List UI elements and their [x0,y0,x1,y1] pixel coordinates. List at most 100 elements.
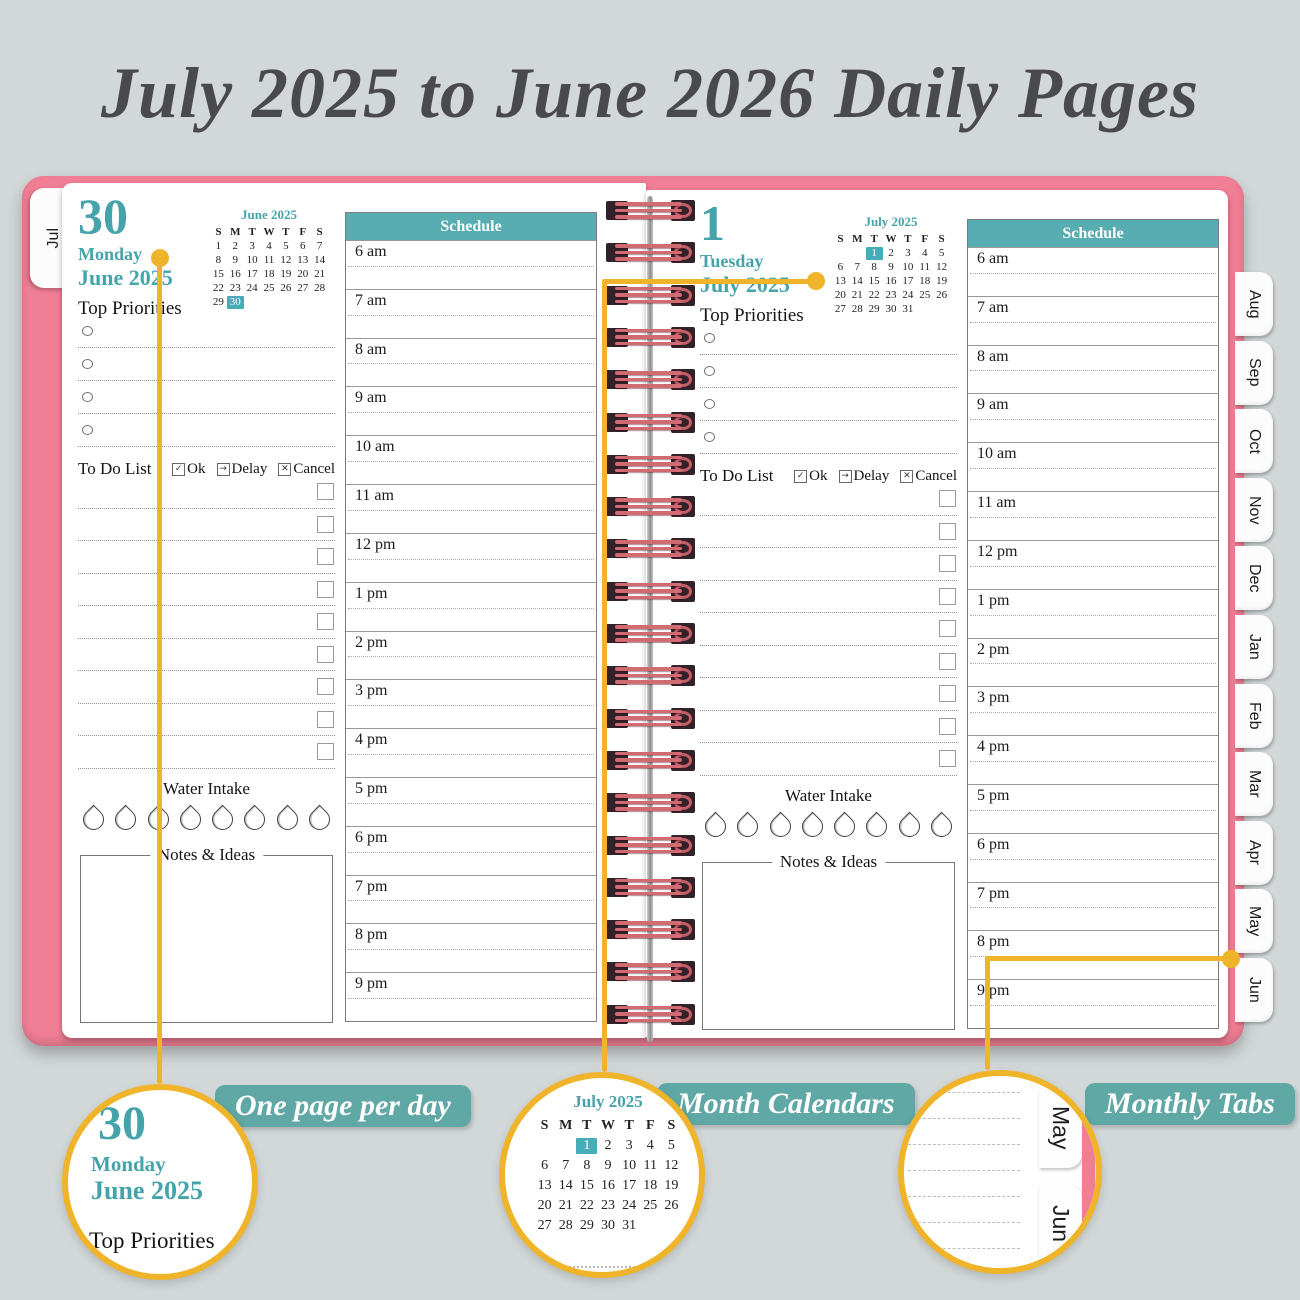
todo-legend-text: Delay [231,460,268,477]
tab-sep: Sep [1235,340,1273,405]
calendar-day: 7 [854,261,861,273]
tab-jun: Jun [1235,958,1273,1022]
todo-row [700,711,957,743]
schedule-time-label: 5 pm [977,786,1010,804]
calendar-day: 19 [936,275,948,287]
schedule-row: 8 pm [968,930,1218,979]
todo-legend-item: ✓ Ok [794,468,828,485]
calendar-day: 13 [834,275,846,287]
schedule-row: 9 pm [968,979,1218,1028]
spiral-loop [604,1003,696,1026]
spiral-wire [615,976,682,980]
todo-row [78,639,335,671]
callout-weekday: Monday [91,1152,166,1176]
spiral-wire [615,849,682,854]
calendar-weekday-label: S [215,226,222,238]
spiral-wire [615,843,682,847]
schedule-time-label: 11 am [355,487,394,505]
priority-row [78,381,335,414]
calendar-weekday-label: T [282,226,290,238]
calendar-day: 23 [229,282,241,294]
calendar-day [916,303,933,316]
checkbox-delay-icon: → [838,469,852,483]
calendar-day: 21 [851,289,863,301]
spiral-loop [604,580,696,603]
spiral-wire [615,582,682,587]
tab-jul-label: Jul [45,227,62,249]
calendar-weekday-label: T [624,1118,634,1133]
calendar-weekday-label: W [263,226,275,238]
calendar-weekday-label: F [299,226,307,238]
tab-label: Jun [1048,1205,1074,1243]
spiral-wire [615,511,682,515]
schedule-header: Schedule [346,213,596,240]
calendar-day: 6 [837,261,844,273]
callout-dot-one-page [151,249,169,267]
todo-row [78,606,335,639]
calendar-day: 5 [667,1138,675,1153]
callout-top-priorities: Top Priorities [89,1228,215,1253]
mini-calendar-title: June 2025 [241,207,297,222]
todo-row [700,516,957,548]
spiral-loop [604,453,696,476]
priority-bullet-circle [82,392,93,402]
schedule-time-label: 7 pm [355,877,388,895]
calendar-day [555,1138,576,1154]
calendar-day [640,1218,661,1234]
mini-calendar-title: July 2025 [573,1092,643,1111]
spiral-wire [615,371,682,375]
tab-label: Jan [1246,634,1263,660]
paper-line [908,1170,1020,1171]
spiral-wire [615,553,682,557]
calendar-day: 28 [851,303,863,315]
calendar-day: 9 [604,1158,612,1173]
priority-bullet-circle [704,366,715,376]
spiral-wire [615,1005,682,1010]
todo-checkbox [317,710,334,728]
calendar-day [294,296,311,309]
spiral-wire [615,638,682,642]
water-drop-icon [78,804,109,835]
calendar-day: 10 [622,1158,637,1173]
tab-may: May [1039,1088,1082,1168]
schedule-header: Schedule [968,220,1218,247]
schedule-time-label: 4 pm [977,738,1010,756]
water-drop-icon [700,811,731,842]
mini-calendar-title: July 2025 [864,214,918,229]
spiral-wire [615,927,682,932]
water-drop-icon [175,804,206,835]
schedule-time-label: 9 pm [977,982,1010,1000]
tab-jun: Jun [1039,1184,1082,1264]
todo-legend-item: ✕ Cancel [900,468,957,485]
spiral-wire [615,293,682,297]
todo-legend: ✓ Ok → Delay ✕ Cancel [172,461,335,478]
calendar-day: 13 [297,254,309,266]
calendar-weekday-label: S [667,1118,676,1133]
spiral-loop [604,961,696,983]
todo-checkbox [939,490,956,507]
spiral-wire [615,631,682,636]
calendar-day: 17 [902,275,914,287]
todo-row [78,476,335,509]
todo-row [700,548,957,581]
calendar-day: 25 [643,1198,658,1213]
calendar-day: 20 [297,268,309,280]
spiral-wire [615,969,682,974]
spiral-loop [604,411,696,434]
tab-may: May [1235,889,1273,954]
todo-legend-text: Delay [853,467,890,484]
schedule-time-label: 8 am [355,340,387,358]
spiral-wire [615,257,682,261]
tab-dec: Dec [1235,546,1273,611]
callout-month-year: June 2025 [91,1176,203,1205]
schedule-time-label: 9 am [355,389,387,407]
calendar-day: 22 [579,1198,594,1213]
spiral-wire [615,504,682,509]
schedule-time-label: 4 pm [355,731,388,749]
mini-calendar: June 2025 S M T W T F S 1 2 3 4 5 6 7 8 9 10 11 12 13 14 15 16 1… [210,207,328,309]
todo-legend-item: → Delay [838,467,890,485]
schedule-time-label: 1 pm [355,584,388,602]
callout-mini-calendar: July 2025 S M T W T F S 1 2 3 4 5 6 7 8 9 10 11 12 13 14 15 16 1… [534,1092,682,1234]
